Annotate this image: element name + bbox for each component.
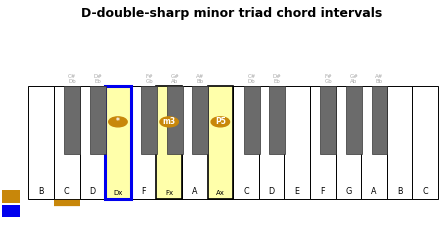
Text: C#
Db: C# Db	[68, 74, 77, 84]
Bar	[156, 86, 182, 199]
Text: C#
Db: C# Db	[247, 74, 256, 84]
Text: D: D	[268, 187, 275, 196]
Text: G: G	[345, 187, 352, 196]
Bar	[182, 86, 208, 199]
Text: A#
Bb: A# Bb	[375, 74, 384, 84]
Text: B: B	[38, 187, 44, 196]
Text: G#
Ab: G# Ab	[349, 74, 359, 84]
Bar	[208, 86, 233, 199]
Text: P5: P5	[215, 117, 226, 126]
Text: C: C	[64, 187, 70, 196]
Bar	[372, 86, 388, 154]
Bar	[269, 86, 285, 154]
Bar	[387, 86, 412, 199]
Text: *: *	[116, 117, 120, 126]
Bar	[156, 86, 182, 199]
Bar	[310, 86, 336, 199]
Bar	[28, 86, 54, 199]
Circle shape	[211, 117, 230, 127]
Text: E: E	[295, 187, 300, 196]
Text: D-double-sharp minor triad chord intervals: D-double-sharp minor triad chord interva…	[81, 7, 383, 20]
Text: C: C	[243, 187, 249, 196]
Text: A#
Bb: A# Bb	[196, 74, 205, 84]
Text: Ax: Ax	[216, 190, 225, 196]
Bar	[131, 86, 156, 199]
Bar	[192, 86, 208, 154]
Text: B: B	[397, 187, 402, 196]
Text: A: A	[371, 187, 377, 196]
Bar	[346, 86, 362, 154]
Bar	[54, 86, 80, 199]
Bar	[361, 86, 387, 199]
Bar	[90, 86, 106, 154]
Bar	[336, 86, 361, 199]
Bar	[259, 86, 284, 199]
Text: F: F	[141, 187, 146, 196]
Text: D: D	[89, 187, 95, 196]
Text: C: C	[422, 187, 428, 196]
Circle shape	[109, 117, 127, 127]
Bar	[320, 86, 336, 154]
Text: G#
Ab: G# Ab	[170, 74, 179, 84]
Bar	[208, 86, 233, 199]
Text: Dx: Dx	[113, 190, 123, 196]
Text: Fx: Fx	[165, 190, 173, 196]
Text: D#
Eb: D# Eb	[273, 74, 282, 84]
Text: F#
Gb: F# Gb	[324, 74, 332, 84]
Circle shape	[160, 117, 178, 127]
Bar	[167, 86, 183, 154]
Bar	[284, 86, 310, 199]
Text: m3: m3	[163, 117, 176, 126]
Bar	[105, 86, 131, 199]
Bar	[244, 86, 260, 154]
Text: A: A	[192, 187, 198, 196]
Bar	[141, 86, 157, 154]
Text: D#
Eb: D# Eb	[94, 74, 103, 84]
Bar	[64, 86, 81, 154]
Text: F: F	[320, 187, 325, 196]
Bar	[80, 86, 105, 199]
Text: F#
Gb: F# Gb	[145, 74, 153, 84]
Bar	[412, 86, 438, 199]
Bar	[105, 86, 131, 199]
Bar	[233, 86, 259, 199]
Text: basicmusictheory.com: basicmusictheory.com	[8, 79, 13, 137]
